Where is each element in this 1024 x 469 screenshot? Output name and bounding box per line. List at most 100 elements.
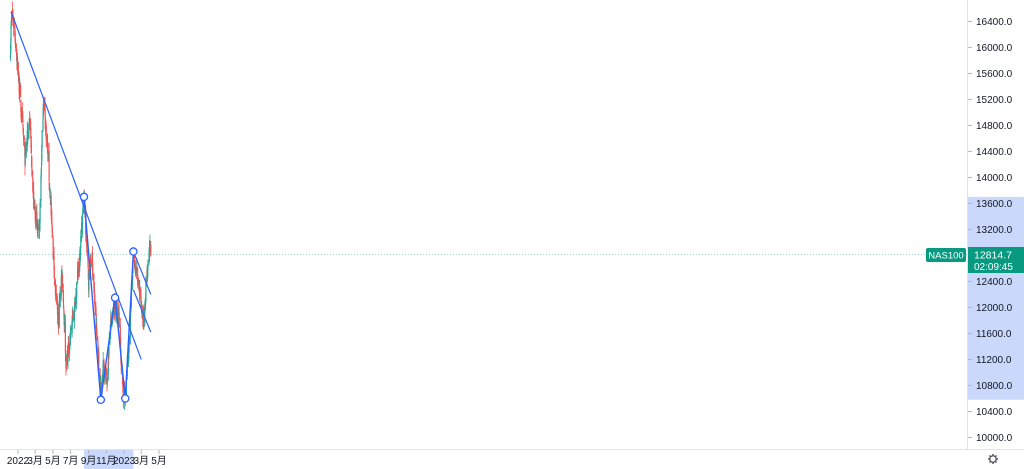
candle-body xyxy=(87,249,89,259)
last-price-label: 12814.7 xyxy=(974,250,1012,262)
candle-body xyxy=(120,337,122,350)
candle-body xyxy=(72,315,74,318)
candle-body xyxy=(51,226,53,238)
candle-body xyxy=(100,388,102,390)
candle-body xyxy=(145,279,147,302)
candle-body xyxy=(129,309,132,337)
candle-body xyxy=(41,131,43,148)
candle-body xyxy=(122,389,124,399)
price-tick-label: 14400.0 xyxy=(976,147,1013,158)
candle-body xyxy=(82,208,84,213)
candle-body xyxy=(128,342,130,346)
candle-body xyxy=(92,277,94,279)
candle-body xyxy=(40,176,42,202)
background-layer xyxy=(83,196,1024,469)
candle-body xyxy=(150,245,152,256)
candle-body xyxy=(23,138,25,140)
candle-body xyxy=(90,258,92,267)
candle-body xyxy=(21,111,23,122)
candle-body xyxy=(139,288,141,293)
candle-body xyxy=(86,243,88,247)
candle-body xyxy=(102,360,104,373)
candle-body xyxy=(93,288,96,294)
drawings-layer[interactable] xyxy=(10,11,152,405)
price-tick-label: 16000.0 xyxy=(976,43,1013,54)
candle-body xyxy=(63,322,66,326)
candle-body xyxy=(147,260,149,270)
candle-body xyxy=(24,147,26,165)
candle-body xyxy=(25,147,27,153)
candle-body xyxy=(51,210,53,224)
candle-body xyxy=(22,123,24,127)
candle-body xyxy=(41,145,43,161)
candle-body xyxy=(149,243,151,252)
long-term-trendline xyxy=(10,11,142,360)
price-tick-label: 10800.0 xyxy=(976,381,1013,392)
time-tick-label: 7月 xyxy=(63,455,79,467)
zigzag-anchor-point xyxy=(129,247,138,256)
candle-body xyxy=(71,314,73,324)
candle-body xyxy=(47,153,49,159)
candle-body xyxy=(88,273,90,293)
candle-body xyxy=(40,168,42,177)
price-tick-label: 14000.0 xyxy=(976,173,1013,184)
price-tick-label: 14800.0 xyxy=(976,121,1013,132)
candle-body xyxy=(91,251,94,262)
time-tick-label: 3月 xyxy=(27,455,43,467)
candle-body xyxy=(49,186,51,189)
candle-body xyxy=(20,85,22,98)
candle-body xyxy=(90,265,92,267)
price-tick-label: 13200.0 xyxy=(976,225,1013,236)
candle-body xyxy=(33,198,35,208)
candle-body xyxy=(32,177,34,192)
candle-body xyxy=(31,166,33,176)
candle-body xyxy=(137,275,139,282)
candle-body xyxy=(122,376,124,392)
price-tick-label: 15200.0 xyxy=(976,95,1013,106)
candle-body xyxy=(48,151,50,182)
candle-body xyxy=(104,370,106,378)
price-tick-label: 15600.0 xyxy=(976,69,1013,80)
candle-body xyxy=(116,308,119,313)
candle-body xyxy=(85,228,87,243)
candle-body xyxy=(35,213,37,226)
candle-body xyxy=(73,304,75,320)
candle-body xyxy=(20,99,22,113)
candle-body xyxy=(57,312,60,329)
candle-body xyxy=(36,211,38,222)
candles-layer xyxy=(9,1,152,410)
candle-body xyxy=(92,263,94,277)
settings-gear-icon[interactable] xyxy=(988,454,998,464)
zigzag-anchor-point xyxy=(96,395,106,405)
candle-body xyxy=(62,289,64,304)
candle-body xyxy=(15,41,17,49)
candle-body xyxy=(14,26,16,36)
candle-body xyxy=(43,101,45,106)
candle-body xyxy=(37,223,39,230)
candle-body xyxy=(42,117,44,131)
candle-body xyxy=(128,342,130,360)
candle-body xyxy=(29,117,31,130)
price-tick-label: 11200.0 xyxy=(976,355,1012,366)
labels-layer: NAS100 12814.7 02:09:45 xyxy=(926,247,1024,273)
candle-body xyxy=(106,377,108,386)
candle-body xyxy=(18,74,20,94)
candle-body xyxy=(81,213,84,222)
candle-body xyxy=(67,341,70,354)
candle-body xyxy=(13,25,15,28)
candle-body xyxy=(44,104,46,115)
candle-body xyxy=(67,349,69,363)
candle-body xyxy=(143,312,145,323)
candle-body xyxy=(28,123,30,132)
time-tick-label: 5月 xyxy=(151,455,167,467)
time-tick-label: 3月 xyxy=(133,455,149,467)
candle-body xyxy=(51,222,53,227)
price-tick-label: 10400.0 xyxy=(976,407,1013,418)
candle-body xyxy=(11,11,13,20)
symbol-badge-text: NAS100 xyxy=(928,251,963,262)
candle-body xyxy=(133,253,136,268)
time-tick-label: 9月 xyxy=(81,455,97,467)
